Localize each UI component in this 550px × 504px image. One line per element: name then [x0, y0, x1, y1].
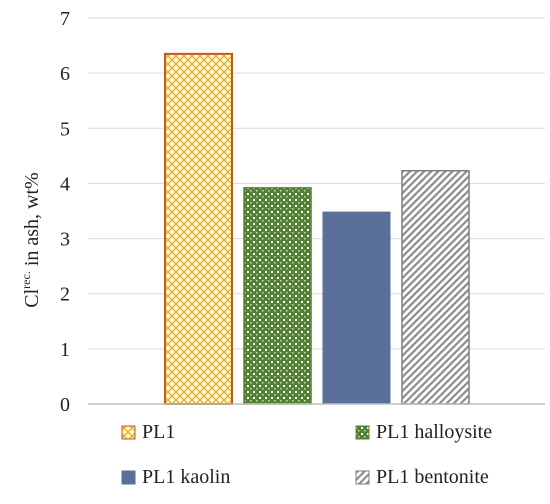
- legend-swatch-pl1-kaolin: [121, 470, 136, 485]
- y-tick-label-3: 3: [60, 229, 70, 251]
- legend-swatch-pl1-bentonite: [355, 470, 370, 485]
- legend-label-pl1-kaolin: PL1 kaolin: [142, 466, 230, 488]
- legend-label-pl1-halloysite: PL1 halloysite: [376, 421, 492, 443]
- bars: [164, 52, 470, 405]
- legend-swatch-pl1-halloysite: [355, 425, 370, 440]
- legend-swatch-pl1: [121, 425, 136, 440]
- y-axis-label-superscript: rec.: [19, 271, 33, 289]
- bar-pl1-kaolin: [322, 211, 391, 405]
- y-tick-label-5: 5: [60, 118, 70, 140]
- y-tick-label-7: 7: [60, 8, 70, 30]
- y-axis-ticks: 0 1 2 3 4 5 6 7: [60, 8, 70, 416]
- y-axis-label-rest: in ash, wt%: [21, 172, 43, 271]
- y-tick-label-2: 2: [60, 284, 70, 306]
- y-tick-label-1: 1: [60, 339, 70, 361]
- legend: PL1 PL1 halloysite PL1 kaolin PL1 bentonite: [121, 421, 492, 488]
- y-tick-label-6: 6: [60, 63, 70, 85]
- y-tick-label-4: 4: [60, 173, 70, 195]
- y-tick-label-0: 0: [60, 394, 70, 416]
- bar-pl1-bentonite: [401, 169, 470, 405]
- gridlines: [88, 17, 545, 350]
- y-axis-label: Clrec. in ash, wt%: [19, 172, 43, 307]
- bar-pl1: [164, 52, 233, 405]
- legend-label-pl1: PL1: [142, 421, 175, 443]
- y-axis-label-main: Cl: [21, 288, 43, 307]
- bar-pl1-halloysite: [243, 187, 312, 405]
- legend-label-pl1-bentonite: PL1 bentonite: [376, 466, 489, 488]
